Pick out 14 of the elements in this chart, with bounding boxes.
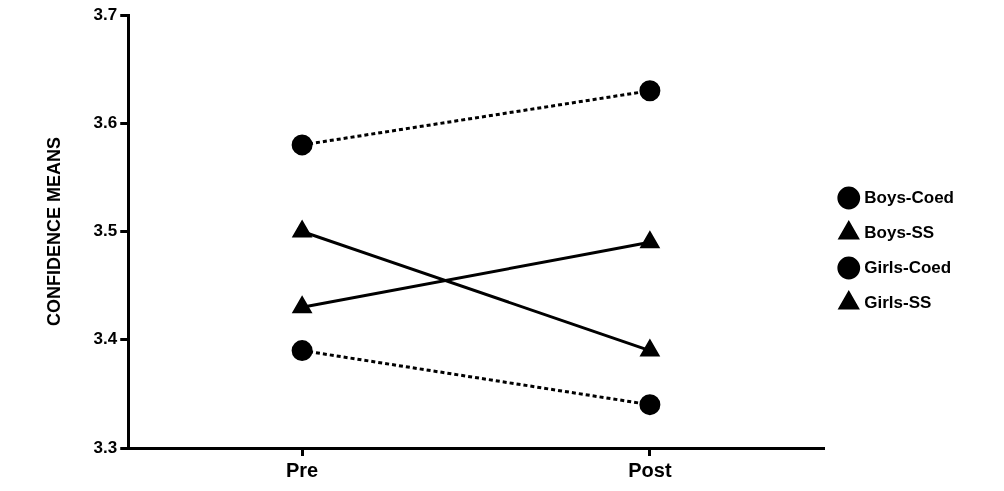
legend-label: Girls-Coed: [864, 257, 952, 277]
legend-label: Girls-SS: [864, 292, 932, 312]
legend-label: Boys-Coed: [864, 187, 954, 207]
y-tick-label: 3.4: [93, 329, 118, 349]
point: [291, 134, 313, 156]
y-tick-label: 3.6: [93, 112, 118, 132]
legend-label: Boys-SS: [864, 222, 935, 242]
point: [639, 80, 661, 102]
y-axis-title: CONFIDENCE MEANS: [43, 136, 64, 327]
y-tick-label: 3.5: [93, 221, 118, 241]
y-tick-label: 3.3: [93, 437, 118, 457]
y-tick-label: 3.7: [93, 4, 118, 24]
x-tick-label: Post: [628, 458, 672, 481]
x-tick-label: Pre: [285, 458, 319, 481]
